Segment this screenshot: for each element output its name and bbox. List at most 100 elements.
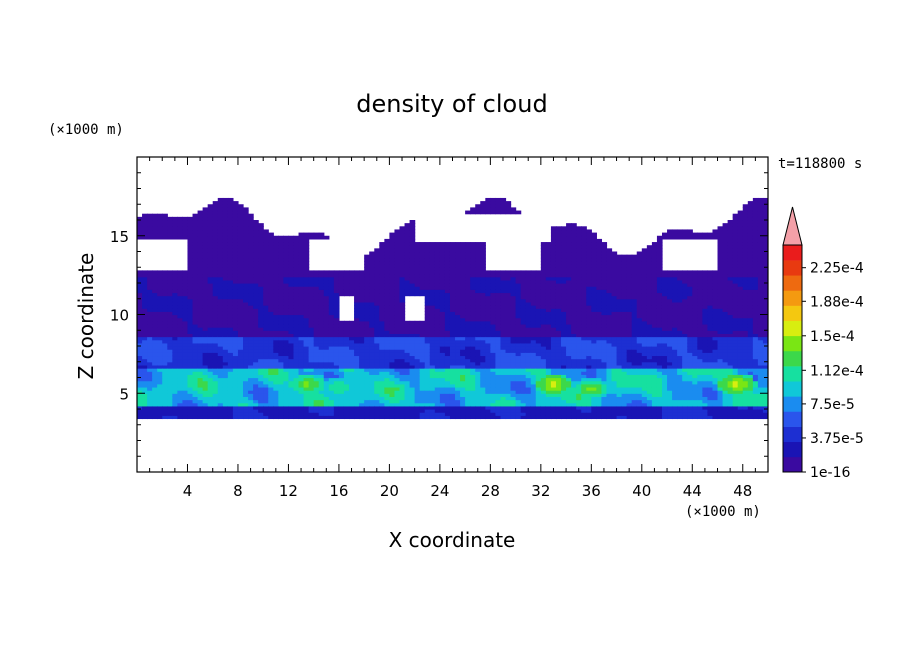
- field-cell: [444, 308, 451, 312]
- field-cell: [298, 336, 305, 341]
- field-cell: [333, 323, 340, 328]
- field-cell: [283, 399, 290, 404]
- field-cell: [268, 235, 274, 240]
- field-cell: [142, 361, 148, 366]
- field-cell: [248, 264, 254, 268]
- field-cell: [167, 342, 173, 347]
- field-cell: [460, 342, 466, 347]
- field-cell: [359, 396, 365, 401]
- field-cell: [490, 346, 497, 350]
- field-cell: [520, 339, 527, 344]
- field-cell: [384, 251, 390, 256]
- field-cell: [475, 374, 481, 379]
- field-cell: [323, 292, 330, 297]
- field-cell: [162, 283, 168, 287]
- field-cell: [333, 295, 340, 300]
- field-cell: [237, 279, 244, 284]
- field-cell: [419, 242, 426, 246]
- field-cell: [293, 276, 300, 281]
- field-cell: [217, 201, 224, 205]
- field-cell: [288, 257, 295, 262]
- field-cell: [419, 336, 426, 341]
- field-cell: [157, 368, 163, 372]
- field-cell: [227, 333, 234, 338]
- field-cell: [359, 355, 365, 360]
- field-cell: [323, 273, 330, 278]
- field-cell: [167, 323, 173, 328]
- field-cell: [515, 342, 522, 347]
- field-cell: [490, 393, 497, 397]
- field-cell: [333, 405, 340, 410]
- field-cell: [232, 213, 239, 218]
- field-cell: [152, 317, 158, 322]
- field-cell: [192, 399, 199, 404]
- field-cell: [237, 320, 244, 325]
- field-cell: [480, 399, 486, 404]
- field-cell: [152, 336, 158, 341]
- field-cell: [460, 336, 466, 341]
- field-cell: [429, 245, 436, 249]
- field-cell: [424, 289, 431, 294]
- field-cell: [349, 386, 355, 391]
- field-cell: [550, 361, 557, 366]
- field-cell: [338, 364, 345, 369]
- field-cell: [162, 333, 168, 338]
- field-cell: [147, 276, 153, 281]
- field-cell: [157, 229, 163, 234]
- field-cell: [434, 273, 441, 278]
- field-cell: [495, 352, 502, 357]
- field-cell: [323, 317, 330, 322]
- field-cell: [197, 349, 204, 353]
- field-cell: [187, 352, 194, 357]
- field-cell: [505, 352, 512, 357]
- field-cell: [515, 415, 522, 420]
- field-cell: [323, 301, 330, 306]
- field-cell: [172, 377, 178, 382]
- field-cell: [555, 251, 562, 256]
- field-cell: [495, 298, 502, 303]
- field-cell: [550, 257, 557, 262]
- field-cell: [232, 405, 239, 410]
- field-cell: [177, 405, 184, 410]
- field-cell: [439, 276, 446, 281]
- field-cell: [505, 383, 512, 388]
- field-cell: [303, 245, 310, 249]
- field-cell: [263, 317, 269, 322]
- field-cell: [253, 245, 259, 249]
- field-cell: [288, 412, 295, 416]
- field-cell: [374, 283, 380, 287]
- field-cell: [268, 349, 274, 353]
- field-cell: [343, 364, 350, 369]
- field-cell: [273, 415, 279, 420]
- field-cell: [273, 279, 279, 284]
- field-cell: [278, 260, 284, 265]
- field-cell: [157, 377, 163, 382]
- field-cell: [545, 349, 552, 353]
- field-cell: [555, 264, 562, 268]
- field-cell: [364, 346, 370, 350]
- field-cell: [137, 396, 143, 401]
- field-cell: [369, 305, 375, 309]
- field-cell: [404, 260, 411, 265]
- field-cell: [222, 399, 229, 404]
- field-cell: [222, 276, 229, 281]
- field-cell: [187, 245, 194, 249]
- field-cell: [555, 342, 562, 347]
- field-cell: [212, 386, 219, 391]
- field-cell: [258, 292, 264, 297]
- field-cell: [137, 371, 143, 375]
- field-cell: [550, 276, 557, 281]
- field-cell: [207, 383, 214, 388]
- field-cell: [212, 207, 219, 212]
- field-cell: [520, 405, 527, 410]
- field-cell: [157, 305, 163, 309]
- field-cell: [227, 323, 234, 328]
- field-cell: [576, 364, 582, 369]
- field-cell: [555, 409, 562, 413]
- field-cell: [576, 229, 582, 234]
- field-cell: [217, 361, 224, 366]
- field-cell: [333, 301, 340, 306]
- field-cell: [581, 276, 587, 281]
- field-cell: [455, 399, 461, 404]
- field-cell: [369, 383, 375, 388]
